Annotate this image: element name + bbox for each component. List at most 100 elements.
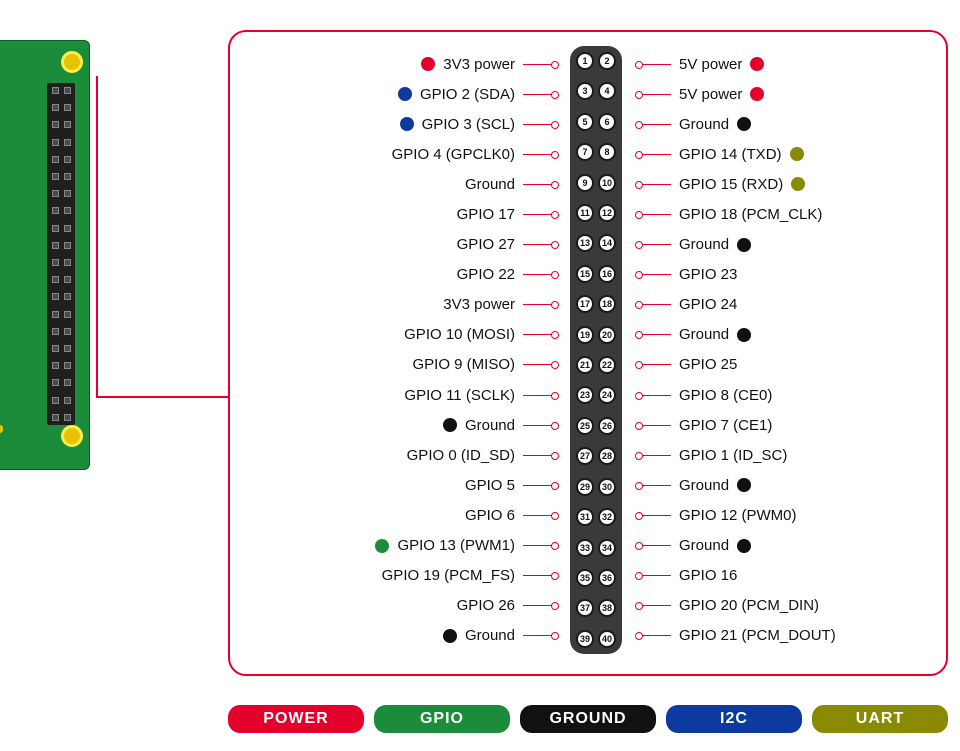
legend: POWER GPIO GROUND I2C UART [228, 705, 948, 733]
legend-item: GPIO [374, 705, 510, 733]
connector-line [523, 124, 555, 125]
pin-label: GPIO 27 [457, 236, 515, 253]
mount-hole-icon [61, 51, 83, 73]
pin-number: 36 [598, 569, 616, 587]
pin-number: 20 [598, 326, 616, 344]
pin-label: GPIO 18 (PCM_CLK) [679, 206, 822, 223]
category-dot-icon [375, 539, 389, 553]
category-dot-icon [737, 539, 751, 553]
connector-line [639, 94, 671, 95]
category-dot-icon [421, 57, 435, 71]
pin-number: 34 [598, 539, 616, 557]
pin-label: 3V3 power [443, 56, 515, 73]
connector-line [639, 64, 671, 65]
pin-number: 17 [576, 295, 594, 313]
connector-line [523, 184, 555, 185]
pin-label: GPIO 15 (RXD) [679, 176, 783, 193]
pin-header-block: 1234567891011121314151617181920212223242… [570, 46, 622, 654]
pin-label: GPIO 3 (SCL) [422, 116, 515, 133]
pin-number: 5 [576, 113, 594, 131]
connector-line [523, 635, 555, 636]
connector-line [639, 334, 671, 335]
legend-item: GROUND [520, 705, 656, 733]
pin-number: 15 [576, 265, 594, 283]
category-dot-icon [443, 629, 457, 643]
pin-label: GPIO 5 [465, 477, 515, 494]
pin-label: GPIO 22 [457, 266, 515, 283]
pin-number: 2 [598, 52, 616, 70]
pin-number: 13 [576, 234, 594, 252]
pin-number: 11 [576, 204, 594, 222]
category-dot-icon [790, 147, 804, 161]
connector-line [639, 635, 671, 636]
pin-number: 23 [576, 386, 594, 404]
pin-number: 24 [598, 386, 616, 404]
connector-line [523, 214, 555, 215]
category-dot-icon [400, 117, 414, 131]
connector-line [523, 244, 555, 245]
board-header-block [47, 83, 75, 425]
pin-number: 25 [576, 417, 594, 435]
capacitor-group [0, 425, 3, 433]
pin-number: 8 [598, 143, 616, 161]
pin-number: 30 [598, 478, 616, 496]
pin-number: 3 [576, 82, 594, 100]
connector-line [523, 575, 555, 576]
pin-number: 40 [598, 630, 616, 648]
connector-line [523, 545, 555, 546]
connector-line [523, 94, 555, 95]
connector-line [523, 395, 555, 396]
pin-number: 18 [598, 295, 616, 313]
pin-number: 22 [598, 356, 616, 374]
connector-line [523, 334, 555, 335]
pin-label: GPIO 17 [457, 206, 515, 223]
pin-label: GPIO 0 (ID_SD) [407, 447, 515, 464]
pin-label: GPIO 12 (PWM0) [679, 507, 797, 524]
pin-number: 27 [576, 447, 594, 465]
pin-number: 1 [576, 52, 594, 70]
connector-line [639, 214, 671, 215]
connector-line [639, 274, 671, 275]
connector-line [523, 304, 555, 305]
legend-item: UART [812, 705, 948, 733]
legend-item: POWER [228, 705, 364, 733]
pin-label: GPIO 26 [457, 597, 515, 614]
connector-line [639, 395, 671, 396]
callout-line [96, 76, 98, 396]
connector-line [639, 605, 671, 606]
pin-number: 38 [598, 599, 616, 617]
connector-line [639, 485, 671, 486]
pin-number: 32 [598, 508, 616, 526]
category-dot-icon [750, 57, 764, 71]
connector-line [639, 515, 671, 516]
pin-label: Ground [465, 176, 515, 193]
category-dot-icon [791, 177, 805, 191]
pin-label: GPIO 20 (PCM_DIN) [679, 597, 819, 614]
pin-number: 7 [576, 143, 594, 161]
connector-line [523, 425, 555, 426]
pin-number: 16 [598, 265, 616, 283]
pin-number: 4 [598, 82, 616, 100]
pin-label: GPIO 23 [679, 266, 737, 283]
connector-line [523, 154, 555, 155]
connector-line [639, 184, 671, 185]
category-dot-icon [398, 87, 412, 101]
category-dot-icon [750, 87, 764, 101]
pin-number: 31 [576, 508, 594, 526]
raspberry-pi-board [0, 40, 90, 470]
pin-label: GPIO 21 (PCM_DOUT) [679, 627, 836, 644]
connector-line [523, 64, 555, 65]
pin-label: GPIO 9 (MISO) [412, 356, 515, 373]
pin-label: GPIO 14 (TXD) [679, 146, 782, 163]
pin-number: 10 [598, 174, 616, 192]
connector-line [639, 364, 671, 365]
pin-label: Ground [679, 236, 729, 253]
connector-line [639, 304, 671, 305]
pin-label: GPIO 6 [465, 507, 515, 524]
pin-label: GPIO 7 (CE1) [679, 417, 772, 434]
pin-label: GPIO 11 (SCLK) [404, 387, 515, 404]
legend-item: I2C [666, 705, 802, 733]
pin-label: GPIO 8 (CE0) [679, 387, 772, 404]
pin-number: 39 [576, 630, 594, 648]
category-dot-icon [737, 478, 751, 492]
